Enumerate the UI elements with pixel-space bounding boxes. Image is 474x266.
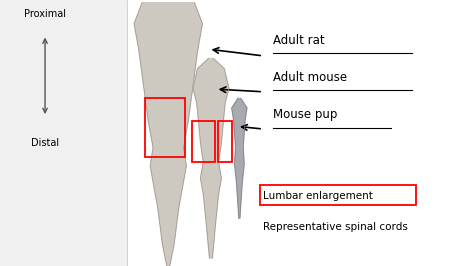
Text: Mouse pup: Mouse pup (273, 108, 337, 121)
Text: Proximal: Proximal (24, 9, 66, 19)
Polygon shape (232, 98, 247, 218)
Text: Lumbar enlargement: Lumbar enlargement (263, 190, 373, 201)
Text: Distal: Distal (31, 138, 59, 148)
Bar (218, 121, 232, 162)
Text: Representative spinal cords: Representative spinal cords (263, 222, 408, 232)
Bar (145, 98, 185, 157)
Bar (128, 0, 474, 266)
Bar (260, 185, 416, 205)
Polygon shape (193, 59, 229, 258)
Text: Adult rat: Adult rat (273, 34, 324, 47)
Bar (192, 121, 215, 162)
Text: Adult mouse: Adult mouse (273, 71, 346, 84)
Polygon shape (134, 3, 202, 266)
Bar (128, 0, 474, 266)
